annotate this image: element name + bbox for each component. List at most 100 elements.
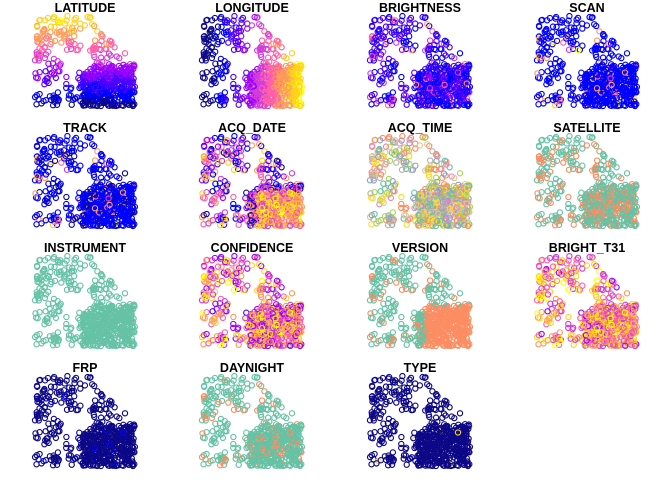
- data-point: [63, 80, 70, 88]
- data-point: [230, 193, 237, 201]
- data-point: [116, 54, 123, 62]
- data-point: [258, 37, 266, 44]
- data-point: [208, 54, 216, 62]
- data-point: [90, 70, 97, 78]
- data-point: [228, 33, 235, 40]
- data-point: [386, 157, 394, 165]
- data-point: [38, 100, 45, 107]
- data-point: [91, 81, 99, 88]
- data-point: [38, 37, 45, 44]
- data-point: [426, 37, 434, 44]
- data-point: [376, 54, 384, 62]
- data-point: [214, 143, 222, 150]
- data-point: [47, 23, 55, 30]
- data-point: [107, 52, 114, 59]
- data-point: [120, 102, 127, 109]
- data-point: [259, 45, 267, 53]
- data-point: [65, 92, 73, 99]
- data-point: [549, 23, 557, 30]
- data-point: [63, 73, 70, 81]
- data-point: [91, 37, 99, 44]
- data-point: [264, 54, 272, 61]
- data-point: [118, 84, 125, 92]
- data-point: [235, 101, 242, 108]
- data-point: [288, 170, 296, 177]
- data-point: [235, 221, 242, 228]
- data-point: [71, 153, 78, 160]
- data-point: [87, 102, 94, 109]
- data-point: [66, 24, 73, 31]
- panel-title: BRIGHTNESS: [379, 1, 461, 15]
- data-point: [84, 13, 91, 21]
- data-point: [107, 95, 114, 102]
- data-point: [573, 153, 580, 160]
- data-point: [256, 21, 263, 28]
- data-point: [126, 101, 133, 108]
- data-point: [94, 66, 102, 73]
- data-point: [235, 38, 242, 46]
- data-point: [456, 50, 464, 57]
- data-point: [121, 96, 129, 104]
- panel-track: TRACK: [31, 121, 139, 230]
- data-point: [97, 76, 105, 83]
- data-point: [240, 46, 247, 54]
- panel-latitude: LATITUDE: [31, 1, 139, 110]
- data-point: [47, 143, 55, 150]
- data-point: [36, 69, 43, 76]
- data-point: [109, 75, 116, 82]
- data-point: [209, 68, 216, 75]
- data-point: [41, 174, 49, 182]
- data-point: [50, 71, 58, 78]
- data-point: [544, 68, 551, 75]
- data-point: [100, 90, 107, 97]
- data-point: [81, 22, 89, 29]
- data-point: [416, 142, 424, 149]
- data-point: [238, 140, 245, 147]
- data-point: [382, 23, 390, 30]
- data-point: [85, 92, 92, 100]
- data-point: [55, 29, 63, 36]
- data-point: [199, 70, 206, 77]
- data-point: [34, 23, 41, 30]
- data-point: [71, 140, 78, 147]
- data-point: [49, 60, 57, 67]
- panel-acq-time: ACQ_TIME: [366, 121, 474, 230]
- data-point: [377, 188, 384, 195]
- data-point: [543, 54, 551, 62]
- data-point: [128, 80, 135, 87]
- data-point: [200, 33, 208, 40]
- data-point: [544, 188, 551, 195]
- data-point: [553, 37, 561, 45]
- data-point: [535, 101, 542, 108]
- data-point: [227, 27, 235, 34]
- data-point: [116, 73, 123, 80]
- data-point: [115, 85, 122, 92]
- data-point: [456, 170, 464, 177]
- data-point: [98, 98, 106, 105]
- data-point: [90, 51, 97, 58]
- data-point: [91, 63, 98, 70]
- data-point: [105, 75, 112, 82]
- data-point: [87, 47, 94, 54]
- data-point: [565, 193, 572, 201]
- data-point: [230, 46, 238, 53]
- data-point: [583, 142, 591, 149]
- data-point: [36, 90, 43, 98]
- data-point: [248, 142, 256, 149]
- data-point: [65, 38, 72, 45]
- data-point: [71, 16, 78, 23]
- data-point: [68, 38, 75, 46]
- data-point: [218, 37, 226, 45]
- data-point: [398, 193, 405, 201]
- data-point: [51, 157, 59, 165]
- data-point: [127, 66, 134, 73]
- panel-title: LATITUDE: [55, 1, 116, 15]
- data-point: [416, 22, 424, 29]
- data-point: [33, 53, 41, 60]
- data-point: [90, 101, 97, 108]
- data-point: [67, 86, 74, 93]
- data-point: [49, 102, 57, 109]
- panel-acq-date: ACQ_DATE: [198, 121, 306, 230]
- data-point: [106, 61, 113, 68]
- data-point: [231, 12, 238, 20]
